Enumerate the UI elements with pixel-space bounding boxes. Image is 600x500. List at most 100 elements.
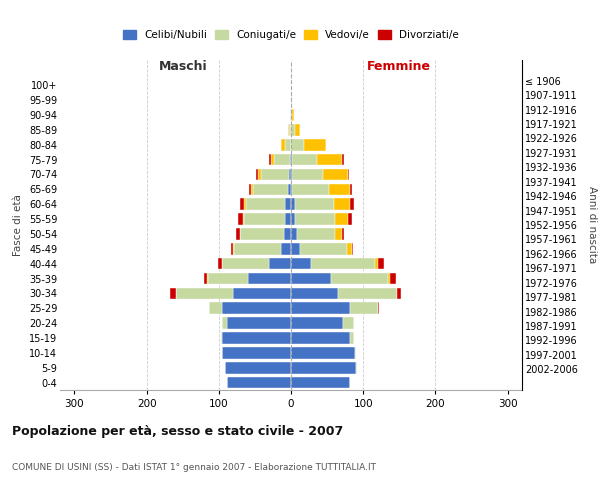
Bar xyxy=(285,198,291,210)
Bar xyxy=(291,347,355,358)
Bar xyxy=(355,347,356,358)
Bar xyxy=(377,302,379,314)
Bar xyxy=(244,198,245,210)
Bar xyxy=(223,258,269,270)
Bar xyxy=(352,243,353,254)
Bar xyxy=(281,243,291,254)
Bar xyxy=(291,332,350,344)
Bar xyxy=(233,243,234,254)
Bar xyxy=(241,228,284,239)
Bar xyxy=(291,214,295,225)
Bar xyxy=(227,318,291,329)
Bar xyxy=(222,318,227,329)
Bar xyxy=(236,228,240,239)
Bar xyxy=(311,258,375,270)
Bar xyxy=(223,302,291,314)
Bar xyxy=(304,139,326,150)
Text: COMUNE DI USINI (SS) - Dati ISTAT 1° gennaio 2007 - Elaborazione TUTTITALIA.IT: COMUNE DI USINI (SS) - Dati ISTAT 1° gen… xyxy=(12,463,376,472)
Bar xyxy=(397,288,401,299)
Bar xyxy=(209,302,223,314)
Bar xyxy=(291,184,292,195)
Bar xyxy=(208,272,248,284)
Bar xyxy=(291,154,292,166)
Bar xyxy=(291,168,292,180)
Bar xyxy=(331,272,388,284)
Bar xyxy=(281,139,284,150)
Bar xyxy=(335,214,348,225)
Bar xyxy=(348,214,352,225)
Bar xyxy=(271,154,274,166)
Bar xyxy=(292,109,294,121)
Bar xyxy=(348,168,349,180)
Bar xyxy=(241,198,244,210)
Bar xyxy=(291,198,295,210)
Bar xyxy=(291,377,350,388)
Bar xyxy=(258,168,262,180)
Bar xyxy=(253,184,288,195)
Bar xyxy=(295,124,301,136)
Bar xyxy=(234,243,281,254)
Y-axis label: Fasce di età: Fasce di età xyxy=(13,194,23,256)
Bar xyxy=(292,168,323,180)
Bar xyxy=(222,258,223,270)
Bar xyxy=(288,124,289,136)
Bar xyxy=(289,168,291,180)
Bar xyxy=(207,272,208,284)
Bar xyxy=(299,243,347,254)
Bar xyxy=(274,154,290,166)
Bar xyxy=(289,124,291,136)
Bar xyxy=(284,228,291,239)
Bar xyxy=(379,258,384,270)
Bar xyxy=(375,258,379,270)
Bar xyxy=(233,288,291,299)
Bar xyxy=(290,109,291,121)
Bar xyxy=(291,139,304,150)
Text: Femmine: Femmine xyxy=(367,60,431,74)
Bar xyxy=(291,124,295,136)
Bar xyxy=(329,184,350,195)
Bar xyxy=(323,168,348,180)
Bar xyxy=(240,228,241,239)
Bar xyxy=(390,272,395,284)
Bar xyxy=(338,288,397,299)
Bar xyxy=(262,168,289,180)
Bar xyxy=(343,318,354,329)
Bar xyxy=(291,362,356,374)
Bar xyxy=(249,184,251,195)
Bar xyxy=(291,302,350,314)
Bar xyxy=(223,332,291,344)
Bar xyxy=(297,228,335,239)
Bar xyxy=(256,168,258,180)
Bar xyxy=(227,377,291,388)
Bar xyxy=(224,362,291,374)
Bar xyxy=(284,139,291,150)
Bar xyxy=(176,288,233,299)
Bar xyxy=(245,198,285,210)
Bar xyxy=(295,198,334,210)
Bar xyxy=(342,228,344,239)
Bar xyxy=(291,272,331,284)
Text: Popolazione per età, sesso e stato civile - 2007: Popolazione per età, sesso e stato civil… xyxy=(12,425,343,438)
Bar xyxy=(291,243,299,254)
Bar xyxy=(251,184,253,195)
Bar xyxy=(350,332,354,344)
Bar xyxy=(291,109,292,121)
Bar xyxy=(356,362,358,374)
Bar xyxy=(291,288,338,299)
Bar xyxy=(221,332,223,344)
Bar xyxy=(244,214,285,225)
Bar xyxy=(317,154,342,166)
Bar xyxy=(248,272,291,284)
Bar xyxy=(231,243,233,254)
Bar xyxy=(223,347,291,358)
Bar xyxy=(350,302,377,314)
Bar xyxy=(290,154,291,166)
Bar xyxy=(291,318,343,329)
Bar xyxy=(203,272,207,284)
Y-axis label: Anni di nascita: Anni di nascita xyxy=(587,186,597,264)
Bar xyxy=(269,154,271,166)
Text: Maschi: Maschi xyxy=(158,60,207,74)
Bar xyxy=(285,214,291,225)
Bar xyxy=(292,184,329,195)
Bar xyxy=(292,154,317,166)
